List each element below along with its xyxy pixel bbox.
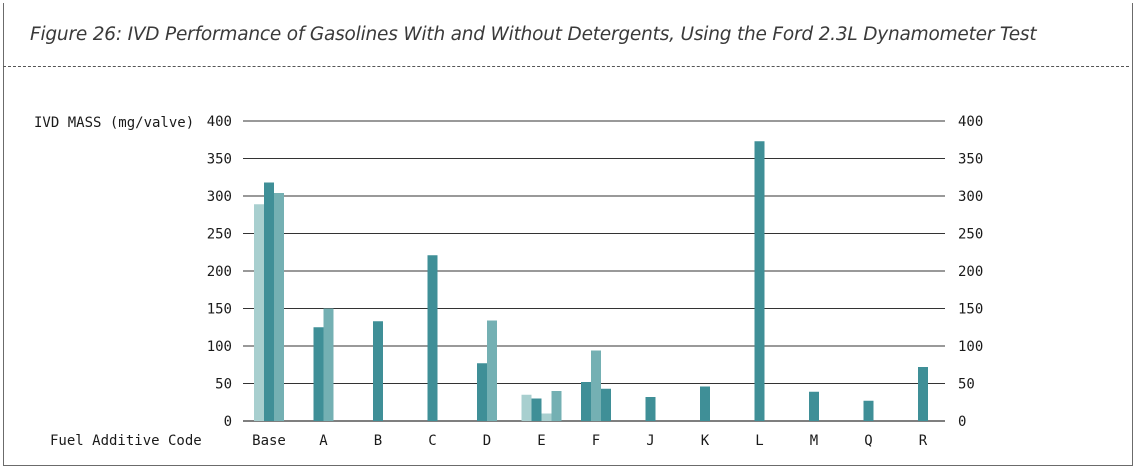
y-tick-label-left: 400: [207, 114, 232, 130]
tick-labels: 0 0 50 50 100 100 150 150 200 200 250 250 300 300 350 3…: [207, 114, 984, 449]
y-tick-label-left: 300: [207, 189, 232, 205]
bar: [645, 397, 656, 421]
bar: [477, 363, 487, 421]
bar: [700, 386, 710, 421]
y-tick-label-right: 100: [958, 339, 983, 355]
x-tick-label: K: [701, 433, 710, 449]
bars: [254, 141, 928, 421]
bar: [531, 398, 542, 421]
bar: [274, 193, 284, 421]
x-tick-label: Base: [252, 433, 286, 449]
y-tick-label-left: 250: [207, 227, 232, 243]
x-tick-label: F: [592, 433, 600, 449]
bar: [863, 400, 874, 421]
bar: [591, 350, 601, 421]
bar: [487, 320, 497, 421]
figure-frame: [3, 3, 1133, 466]
x-tick-label: D: [483, 433, 491, 449]
bar: [601, 388, 611, 421]
bar: [313, 327, 324, 421]
y-tick-label-left: 350: [207, 152, 232, 168]
bar: [323, 308, 334, 421]
y-tick-label-left: 150: [207, 302, 232, 318]
x-tick-label: M: [810, 433, 818, 449]
title-divider: [3, 66, 1129, 67]
x-tick-label: Q: [864, 433, 872, 449]
x-tick-label: B: [374, 433, 382, 449]
x-tick-label: A: [319, 433, 328, 449]
y-tick-label-left: 0: [224, 414, 232, 430]
y-tick-label-right: 300: [958, 189, 983, 205]
y-axis-label: IVD MASS (mg/valve): [34, 115, 194, 131]
y-tick-label-left: 200: [207, 264, 232, 280]
bar: [754, 141, 765, 421]
bar: [541, 413, 552, 421]
y-tick-label-right: 150: [958, 302, 983, 318]
y-tick-label-right: 350: [958, 152, 983, 168]
y-tick-label-right: 0: [958, 414, 966, 430]
x-tick-label: C: [428, 433, 436, 449]
y-tick-label-left: 100: [207, 339, 232, 355]
bar: [521, 394, 532, 421]
y-tick-label-right: 50: [958, 377, 975, 393]
x-tick-label: E: [537, 433, 545, 449]
figure-title: Figure 26: IVD Performance of Gasolines …: [30, 24, 1037, 45]
bar: [427, 255, 438, 421]
y-tick-label-left: 50: [215, 377, 232, 393]
x-tick-label: L: [755, 433, 763, 449]
y-tick-label-right: 400: [958, 114, 983, 130]
bar: [551, 391, 562, 421]
y-tick-label-right: 250: [958, 227, 983, 243]
bar: [254, 204, 264, 421]
bar: [373, 321, 383, 421]
x-tick-label: J: [646, 433, 654, 449]
bar: [809, 391, 819, 421]
y-tick-label-right: 200: [958, 264, 983, 280]
x-axis-label: Fuel Additive Code: [50, 433, 202, 449]
bar: [264, 182, 274, 421]
bar: [581, 382, 591, 421]
x-tick-label: R: [919, 433, 928, 449]
bar: [918, 367, 928, 421]
